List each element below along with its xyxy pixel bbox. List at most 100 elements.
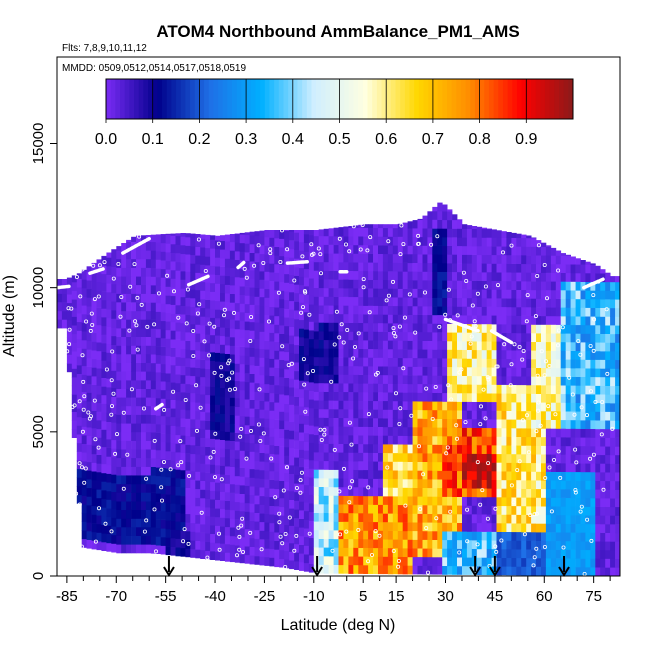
heatmap-cell xyxy=(590,506,596,516)
heatmap-cell xyxy=(560,333,566,343)
heatmap-cell xyxy=(565,272,571,282)
heatmap-cell xyxy=(610,541,616,551)
sample-dot xyxy=(347,485,352,490)
heatmap-cell xyxy=(224,440,231,450)
heatmap-cell xyxy=(131,319,137,329)
sample-dot xyxy=(309,242,314,247)
heatmap-cell xyxy=(600,567,606,576)
heatmap-cell xyxy=(308,347,315,357)
heatmap-cell xyxy=(550,445,557,455)
sample-dot xyxy=(103,521,108,526)
heatmap-cell xyxy=(126,241,132,251)
heatmap-cell xyxy=(244,554,250,564)
heatmap-cell xyxy=(279,307,285,317)
heatmap-cell xyxy=(353,383,359,393)
heatmap-cell xyxy=(289,283,295,293)
heatmap-cell xyxy=(195,454,201,464)
heatmap-cell xyxy=(447,522,453,532)
heatmap-cell xyxy=(526,471,532,481)
sample-dot xyxy=(198,405,203,410)
heatmap-cell xyxy=(358,400,364,410)
heatmap-cell xyxy=(491,272,497,281)
heatmap-cell xyxy=(363,513,369,522)
heatmap-cell xyxy=(531,419,537,429)
heatmap-cell xyxy=(392,357,399,367)
heatmap-cell xyxy=(338,339,344,349)
heatmap-cell xyxy=(373,539,379,549)
heatmap-cell xyxy=(66,328,73,338)
sample-dot xyxy=(78,294,83,299)
heatmap-cell xyxy=(131,457,137,467)
heatmap-cell xyxy=(175,452,181,462)
heatmap-cell xyxy=(521,419,527,429)
heatmap-cell xyxy=(373,478,379,488)
sample-dot xyxy=(212,475,217,480)
heatmap-cell xyxy=(531,410,537,420)
heatmap-cell xyxy=(116,354,122,363)
heatmap-cell xyxy=(121,414,127,424)
heatmap-cell xyxy=(541,471,547,481)
heatmap-cell xyxy=(131,362,137,372)
heatmap-cell xyxy=(279,350,285,360)
heatmap-cell xyxy=(91,410,97,420)
heatmap-cell xyxy=(541,315,547,325)
plot-frame xyxy=(56,56,621,577)
heatmap-cell xyxy=(382,513,389,523)
heatmap-cell xyxy=(466,410,473,420)
heatmap-cell xyxy=(600,446,606,456)
heatmap-cell xyxy=(595,402,601,412)
heatmap-cell xyxy=(392,314,399,324)
heatmap-cell xyxy=(545,566,552,576)
heatmap-cell xyxy=(234,441,241,451)
heatmap-cell xyxy=(294,292,300,302)
heatmap-cell xyxy=(145,457,152,467)
heatmap-cell xyxy=(66,285,73,295)
heatmap-cell xyxy=(190,470,196,480)
heatmap-cell xyxy=(353,435,359,445)
heatmap-cell xyxy=(481,375,487,385)
heatmap-cell xyxy=(447,375,453,385)
heatmap-cell xyxy=(481,297,487,307)
heatmap-cell xyxy=(545,359,552,369)
heatmap-cell xyxy=(259,547,265,557)
heatmap-cell xyxy=(382,470,389,480)
heatmap-cell xyxy=(412,452,418,462)
heatmap-cell xyxy=(471,228,478,238)
heatmap-cell xyxy=(328,460,334,470)
heatmap-cell xyxy=(343,512,349,522)
heatmap-cell xyxy=(585,368,591,378)
heatmap-cell xyxy=(417,218,423,220)
heatmap-cell xyxy=(353,469,359,479)
heatmap-cell xyxy=(417,539,423,549)
heatmap-cell xyxy=(550,480,557,490)
heatmap-cell xyxy=(91,531,97,541)
heatmap-cell xyxy=(96,324,102,334)
heatmap-cell xyxy=(353,538,359,548)
heatmap-cell xyxy=(338,244,344,254)
heatmap-cell xyxy=(402,548,408,557)
heatmap-cell xyxy=(116,246,122,251)
heatmap-cell xyxy=(155,458,162,468)
heatmap-cell xyxy=(323,478,329,488)
heatmap-cell xyxy=(615,463,620,473)
heatmap-cell xyxy=(397,478,404,488)
heatmap-cell xyxy=(437,444,443,454)
heatmap-cell xyxy=(338,426,344,436)
heatmap-cell xyxy=(333,391,339,401)
heatmap-cell xyxy=(397,513,404,523)
heatmap-cell xyxy=(180,340,186,350)
heatmap-cell xyxy=(111,474,117,484)
heatmap-cell xyxy=(550,411,557,420)
heatmap-cell xyxy=(348,400,354,410)
heatmap-cell xyxy=(348,469,354,479)
heatmap-cell xyxy=(318,382,324,392)
colorbar-swatch xyxy=(400,79,406,119)
heatmap-cell xyxy=(343,556,349,566)
heatmap-cell xyxy=(160,294,166,304)
heatmap-cell xyxy=(239,303,245,313)
heatmap-cell xyxy=(595,489,601,499)
heatmap-cell xyxy=(205,334,211,344)
heatmap-cell xyxy=(615,437,620,447)
heatmap-cell xyxy=(254,244,260,254)
heatmap-cell xyxy=(126,535,132,545)
